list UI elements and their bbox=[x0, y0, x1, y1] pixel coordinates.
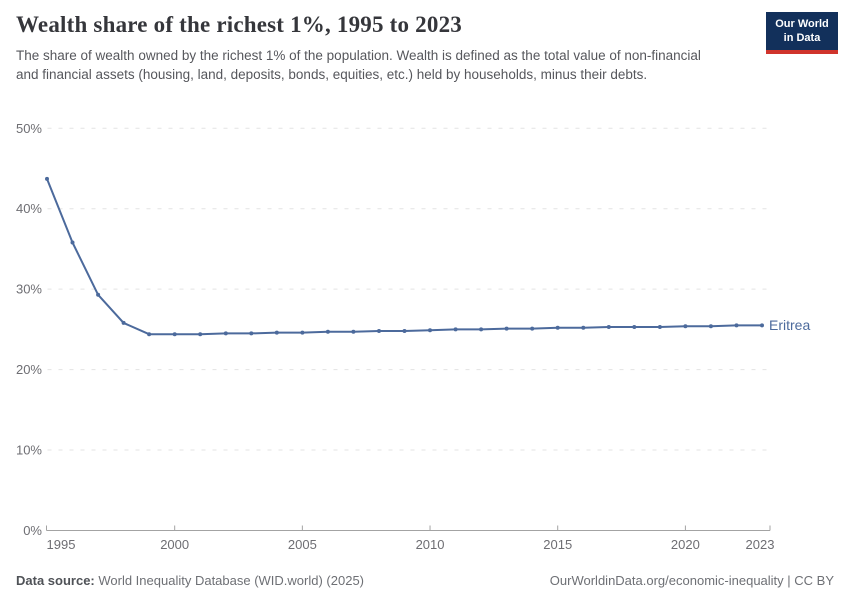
data-point bbox=[377, 329, 381, 333]
data-point bbox=[453, 327, 458, 332]
data-point bbox=[198, 332, 203, 337]
owid-logo-line2: in Data bbox=[783, 32, 821, 45]
data-point bbox=[274, 330, 279, 335]
series-line bbox=[46, 177, 763, 336]
data-point bbox=[223, 331, 228, 336]
page-title: Wealth share of the richest 1%, 1995 to … bbox=[16, 12, 462, 37]
data-point bbox=[351, 329, 356, 334]
entity-label: Eritrea bbox=[769, 317, 810, 333]
data-point bbox=[530, 326, 535, 331]
data-point bbox=[428, 328, 432, 333]
x-tick-label: 2020 bbox=[671, 537, 700, 552]
data-point bbox=[632, 325, 637, 329]
x-tick-label: 1995 bbox=[47, 537, 76, 552]
x-tick-label: 2005 bbox=[288, 537, 317, 552]
data-point bbox=[300, 330, 305, 335]
data-source-text: World Inequality Database (WID.world) (2… bbox=[94, 573, 365, 588]
data-point bbox=[760, 323, 764, 328]
data-point bbox=[657, 325, 662, 329]
data-point bbox=[402, 329, 407, 333]
owid-logo: Our World in Data bbox=[766, 12, 838, 54]
data-point bbox=[325, 329, 330, 334]
data-point bbox=[683, 324, 688, 329]
y-tick-label: 30% bbox=[16, 282, 42, 297]
data-point bbox=[121, 320, 126, 325]
chart-footer: Data source: World Inequality Database (… bbox=[16, 573, 834, 588]
data-point bbox=[45, 176, 49, 181]
data-source-label: Data source: bbox=[16, 573, 95, 588]
y-tick-label: 20% bbox=[16, 362, 42, 377]
y-tick-label: 40% bbox=[16, 201, 42, 216]
data-point bbox=[708, 324, 713, 329]
y-tick-label: 10% bbox=[16, 443, 42, 458]
owid-logo-line1: Our World bbox=[775, 18, 829, 30]
data-point bbox=[734, 323, 739, 328]
data-point bbox=[504, 326, 509, 331]
attribution-text: OurWorldinData.org/economic-inequality |… bbox=[549, 573, 834, 588]
data-point bbox=[172, 332, 177, 337]
chart-subtitle: The share of wealth owned by the richest… bbox=[16, 48, 701, 82]
data-point bbox=[606, 325, 611, 329]
y-tick-label: 0% bbox=[23, 523, 42, 538]
data-point bbox=[96, 292, 101, 297]
y-tick-label: 50% bbox=[16, 121, 42, 136]
x-tick-label: 2010 bbox=[416, 537, 445, 552]
x-tick-label: 2000 bbox=[160, 537, 189, 552]
owid-logo-text: Our World in Data bbox=[766, 12, 838, 50]
data-point bbox=[249, 331, 254, 336]
data-point bbox=[581, 325, 586, 330]
data-point bbox=[70, 240, 75, 245]
owid-logo-accent-bar bbox=[766, 49, 838, 54]
data-point bbox=[479, 327, 484, 332]
data-point bbox=[555, 325, 560, 330]
data-point bbox=[147, 332, 152, 337]
x-tick-label: 2023 bbox=[746, 537, 775, 552]
chart-header: Wealth share of the richest 1%, 1995 to … bbox=[16, 12, 750, 84]
x-tick-label: 2015 bbox=[543, 537, 572, 552]
data-source-note: Data source: World Inequality Database (… bbox=[16, 573, 364, 588]
